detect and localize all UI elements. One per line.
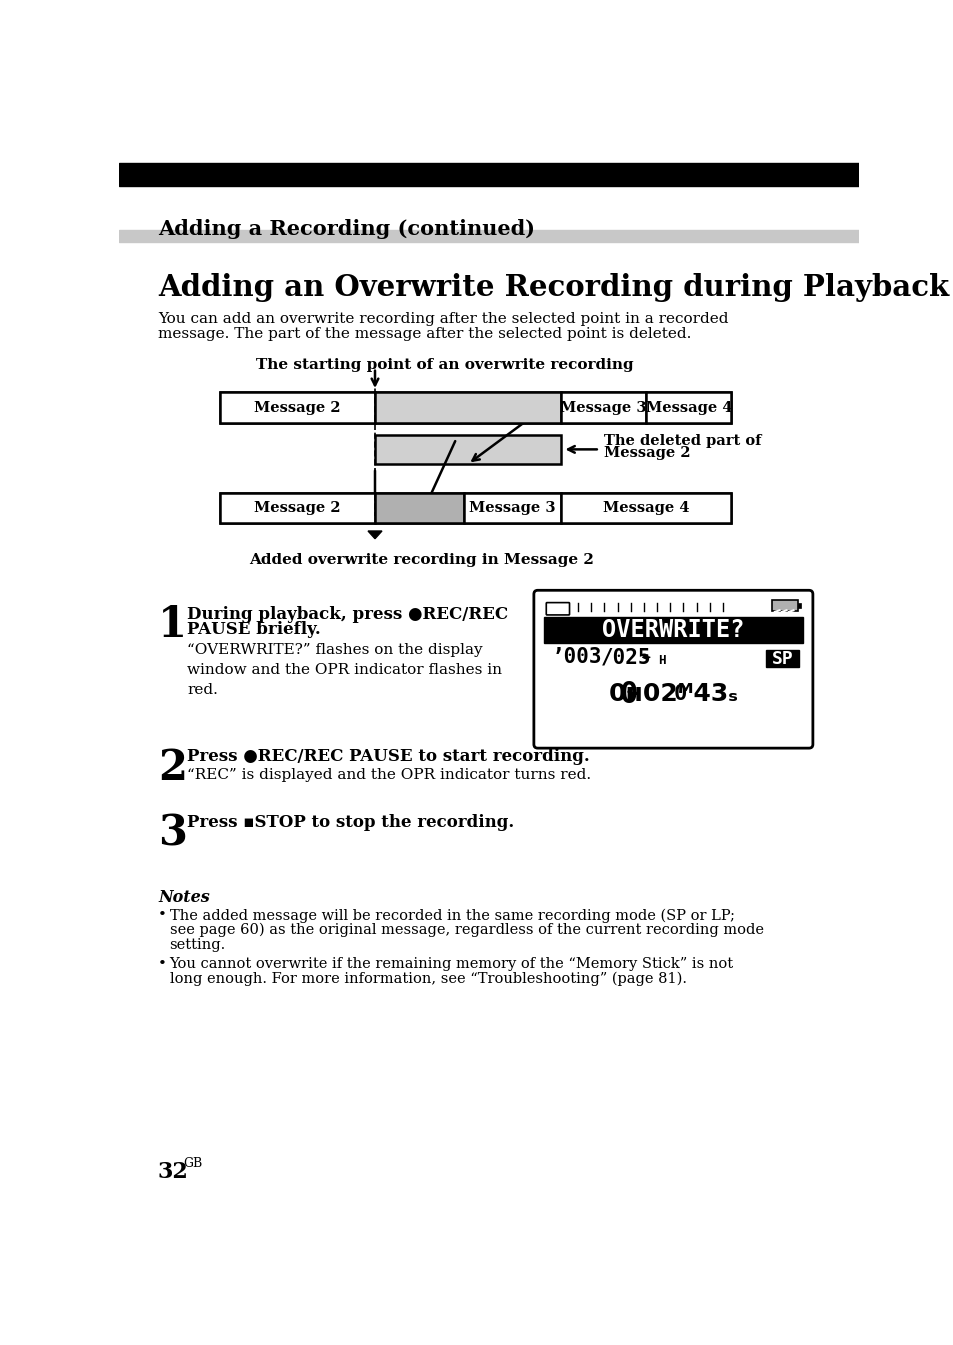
Text: 3: 3 (158, 812, 187, 854)
Text: message. The part of the message after the selected point is deleted.: message. The part of the message after t… (158, 327, 691, 340)
Text: Message 3: Message 3 (559, 401, 646, 414)
Text: Added overwrite recording in Message 2: Added overwrite recording in Message 2 (249, 553, 594, 566)
Text: 0ʜ02ᴹ43ₛ: 0ʜ02ᴹ43ₛ (608, 682, 738, 706)
Bar (220, 492, 375, 523)
Text: 0: 0 (618, 679, 637, 709)
Text: Press ▪STOP to stop the recording.: Press ▪STOP to stop the recording. (187, 814, 515, 831)
Text: H: H (658, 654, 664, 667)
Text: Message 4: Message 4 (645, 401, 731, 414)
Text: You can add an overwrite recording after the selected point in a recorded: You can add an overwrite recording after… (158, 312, 728, 325)
Text: The added message will be recorded in the same recording mode (SP or LP;: The added message will be recorded in th… (170, 908, 734, 923)
Text: “REC” is displayed and the OPR indicator turns red.: “REC” is displayed and the OPR indicator… (187, 768, 591, 783)
Bar (765, 650, 798, 667)
Text: The starting point of an overwrite recording: The starting point of an overwrite recor… (255, 358, 633, 371)
FancyBboxPatch shape (546, 603, 569, 615)
Bar (375, 492, 464, 523)
Bar (220, 492, 731, 523)
Text: 1: 1 (158, 604, 187, 646)
Text: You cannot overwrite if the remaining memory of the “Memory Stick” is not: You cannot overwrite if the remaining me… (170, 956, 733, 971)
Bar (375, 393, 560, 424)
Text: •: • (158, 908, 167, 923)
Bar (560, 492, 731, 523)
Text: /025: /025 (600, 647, 651, 667)
Text: The deleted part of: The deleted part of (603, 434, 760, 448)
Text: During playback, press ●REC/REC: During playback, press ●REC/REC (187, 605, 508, 623)
Bar (645, 393, 731, 424)
Bar (464, 492, 560, 523)
Bar (220, 393, 375, 424)
Bar (543, 617, 802, 643)
Bar (119, 230, 858, 242)
Text: Adding an Overwrite Recording during Playback: Adding an Overwrite Recording during Pla… (158, 273, 948, 303)
Text: “OVERWRITE?” flashes on the display
window and the OPR indicator flashes in
red.: “OVERWRITE?” flashes on the display wind… (187, 643, 502, 697)
Text: ’003: ’003 (551, 647, 601, 667)
Text: OVERWRITE?: OVERWRITE? (601, 619, 744, 643)
Bar (220, 393, 731, 424)
Polygon shape (368, 531, 381, 539)
Bar (119, 163, 858, 186)
Text: 32: 32 (158, 1161, 189, 1182)
Text: Adding a Recording (continued): Adding a Recording (continued) (158, 219, 535, 239)
Text: PAUSE briefly.: PAUSE briefly. (187, 621, 321, 638)
Text: Message 2: Message 2 (603, 447, 690, 460)
Bar (771, 600, 798, 611)
Text: Press ●REC/REC PAUSE to start recording.: Press ●REC/REC PAUSE to start recording. (187, 748, 590, 765)
Text: see page 60) as the original message, regardless of the current recording mode: see page 60) as the original message, re… (170, 923, 762, 937)
Bar (560, 393, 645, 424)
Text: Message 2: Message 2 (253, 500, 340, 515)
Bar (798, 604, 801, 608)
Text: setting.: setting. (170, 937, 226, 951)
Text: Notes: Notes (158, 889, 210, 907)
Text: Message 2: Message 2 (253, 401, 340, 414)
Text: long enough. For more information, see “Troubleshooting” (page 81).: long enough. For more information, see “… (170, 971, 686, 986)
Text: GB: GB (183, 1157, 202, 1170)
Text: •: • (158, 956, 167, 971)
Text: Message 3: Message 3 (469, 500, 556, 515)
Text: 0: 0 (673, 685, 686, 705)
Bar (375, 434, 560, 464)
Text: 2: 2 (158, 746, 187, 788)
FancyBboxPatch shape (534, 590, 812, 748)
Text: SP: SP (771, 650, 793, 668)
Text: Message 4: Message 4 (602, 500, 689, 515)
